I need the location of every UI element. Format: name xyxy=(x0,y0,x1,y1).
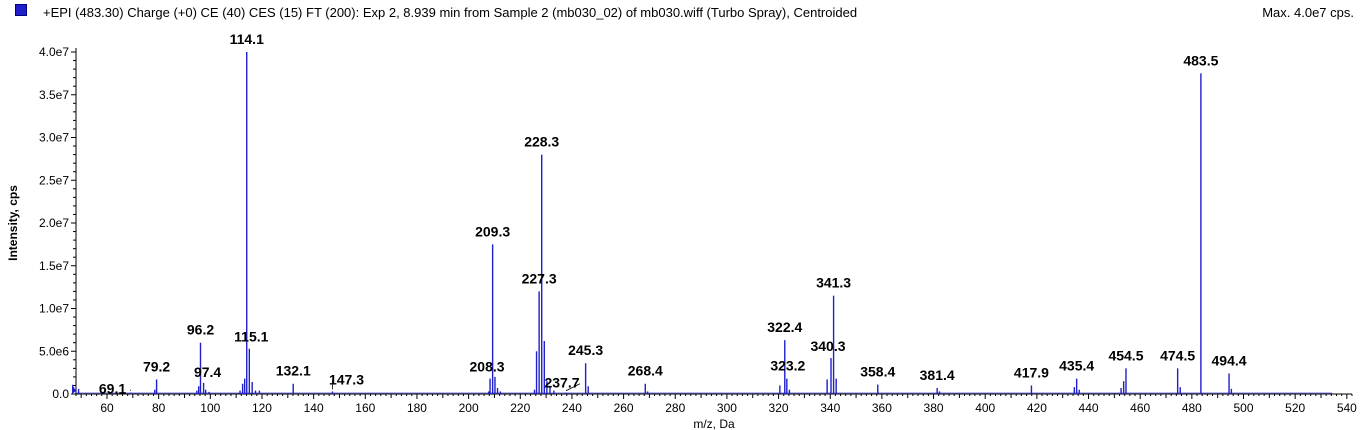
x-tick-label: 520 xyxy=(1285,401,1305,415)
x-tick-label: 220 xyxy=(510,401,530,415)
peak-label: 322.4 xyxy=(767,319,802,335)
x-tick-label: 200 xyxy=(459,401,479,415)
peak-label: 209.3 xyxy=(475,223,510,239)
peak-label: 228.3 xyxy=(524,134,559,150)
peak-label: 114.1 xyxy=(230,31,264,47)
x-tick-label: 180 xyxy=(407,401,427,415)
y-tick-label: 3.5e7 xyxy=(39,88,69,102)
peak-label: 454.5 xyxy=(1108,347,1143,363)
y-tick-label: 5.0e6 xyxy=(39,344,69,358)
x-tick-label: 500 xyxy=(1233,401,1253,415)
peak-label: 323.2 xyxy=(770,358,805,374)
y-tick-label: 0.0 xyxy=(52,387,69,401)
x-tick-label: 420 xyxy=(1027,401,1047,415)
x-tick-label: 240 xyxy=(562,401,582,415)
x-tick-label: 140 xyxy=(304,401,324,415)
x-tick-label: 100 xyxy=(200,401,220,415)
x-tick-label: 400 xyxy=(975,401,995,415)
peak-label: 245.3 xyxy=(568,342,603,358)
x-tick-label: 260 xyxy=(614,401,634,415)
x-tick-label: 540 xyxy=(1337,401,1357,415)
x-tick-label: 280 xyxy=(665,401,685,415)
y-tick-label: 3.0e7 xyxy=(39,131,69,145)
x-tick-label: 380 xyxy=(924,401,944,415)
series-swatch-icon xyxy=(15,4,27,16)
x-tick-label: 160 xyxy=(355,401,375,415)
peak-label: 483.5 xyxy=(1183,52,1218,68)
axes-layer: 60 80 100 120 140 160 180 200 220 240 260 280 300 320… xyxy=(39,45,1357,415)
y-tick-label: 2.5e7 xyxy=(39,173,69,187)
x-tick-label: 340 xyxy=(820,401,840,415)
peak-label: 227.3 xyxy=(522,270,557,286)
x-axis-title: m/z, Da xyxy=(693,417,735,430)
y-tick-label: 2.0e7 xyxy=(39,216,69,230)
x-tick-label: 360 xyxy=(872,401,892,415)
peak-label: 132.1 xyxy=(276,363,311,379)
x-tick-label: 440 xyxy=(1079,401,1099,415)
peak-label-leader xyxy=(565,383,581,392)
y-tick-label: 1.5e7 xyxy=(39,259,69,273)
peak-label: 79.2 xyxy=(143,358,170,374)
peak-label: 341.3 xyxy=(816,275,851,291)
x-tick-label: 120 xyxy=(252,401,272,415)
x-tick-label: 300 xyxy=(717,401,737,415)
peak-label: 381.4 xyxy=(920,367,955,383)
x-tick-label: 320 xyxy=(769,401,789,415)
peak-labels-layer: 114.1 483.5 228.3 209.3 227.3 341.3 96.2 322.4 1… xyxy=(99,31,1247,397)
peak-label: 494.4 xyxy=(1212,352,1247,368)
axis-marker-icon xyxy=(72,384,76,394)
y-axis-title: Intensity, cps xyxy=(6,185,20,261)
x-tick-label: 80 xyxy=(152,401,166,415)
peak-label: 474.5 xyxy=(1160,347,1195,363)
peak-label: 97.4 xyxy=(194,364,221,380)
peak-label: 69.1 xyxy=(99,381,126,397)
y-tick-label: 1.0e7 xyxy=(39,302,69,316)
chart-header: +EPI (483.30) Charge (+0) CE (40) CES (1… xyxy=(0,0,1364,26)
peaks-layer xyxy=(77,52,1233,394)
peak-label: 340.3 xyxy=(810,338,845,354)
x-tick-label: 460 xyxy=(1130,401,1150,415)
peak-label: 435.4 xyxy=(1059,358,1094,374)
peak-label: 115.1 xyxy=(234,329,268,345)
peak-label: 237.7 xyxy=(544,375,579,391)
peak-label: 268.4 xyxy=(628,363,663,379)
peak-label: 358.4 xyxy=(860,364,895,380)
peak-label: 96.2 xyxy=(187,322,214,338)
peak-label: 417.9 xyxy=(1014,364,1049,380)
x-tick-label: 480 xyxy=(1182,401,1202,415)
spectrum-title: +EPI (483.30) Charge (+0) CE (40) CES (1… xyxy=(43,5,858,20)
peak-label: 147.3 xyxy=(329,371,364,387)
y-tick-label: 4.0e7 xyxy=(39,45,69,59)
max-intensity-label: Max. 4.0e7 cps. xyxy=(1262,5,1354,20)
peak-label: 208.3 xyxy=(470,359,505,375)
x-tick-label: 60 xyxy=(100,401,114,415)
